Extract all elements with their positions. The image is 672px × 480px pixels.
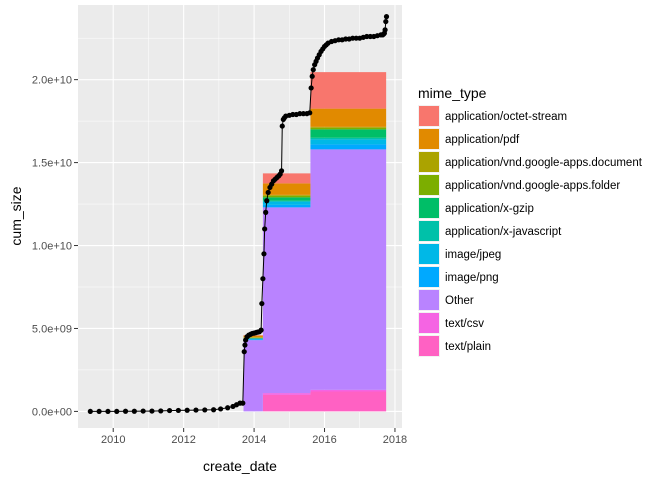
cumulative-point — [382, 27, 388, 33]
legend-swatch — [419, 175, 439, 195]
cumulative-point — [263, 209, 269, 215]
legend-label: application/x-gzip — [445, 203, 534, 215]
legend-swatch — [419, 106, 439, 126]
cumulative-point — [87, 408, 93, 415]
y-tick-label: 0.0e+00 — [32, 406, 72, 418]
legend-label: application/vnd.google-apps.document — [445, 157, 643, 169]
cumulative-point — [307, 110, 313, 116]
legend-label: application/octet-stream — [445, 111, 567, 123]
x-tick-label: 2016 — [312, 434, 336, 446]
y-tick-label: 2.0e+10 — [32, 75, 72, 87]
cumulative-point — [241, 349, 247, 355]
cumulative-points — [87, 14, 390, 415]
legend-swatch — [419, 129, 439, 149]
cumulative-point — [383, 18, 389, 25]
cumulative-point — [265, 189, 271, 196]
legend-swatch — [419, 198, 439, 218]
cumulative-point — [175, 407, 181, 414]
legend-label: Other — [445, 295, 474, 307]
cumulative-point — [308, 85, 314, 91]
area-other — [243, 149, 387, 412]
cumulative-point — [96, 408, 102, 415]
cumulative-point — [240, 400, 246, 406]
cumulative-point — [202, 407, 208, 413]
cumulative-point — [149, 408, 155, 414]
cumulative-point — [310, 67, 316, 73]
y-tick-label: 1.0e+10 — [32, 241, 72, 253]
legend: mime_type application/octet-stream applic… — [418, 85, 643, 357]
x-tick-label: 2014 — [242, 434, 266, 446]
cumulative-point — [210, 407, 217, 413]
cumulative-point — [225, 405, 231, 411]
legend-swatch — [419, 221, 439, 241]
cumulative-point — [259, 300, 265, 307]
legend-swatch — [419, 152, 439, 172]
legend-swatch — [419, 290, 439, 310]
legend-label: text/plain — [445, 341, 491, 353]
legend-label: text/csv — [445, 318, 484, 330]
legend-label: image/jpeg — [445, 249, 501, 261]
cumulative-point — [242, 342, 248, 348]
cumulative-point — [383, 14, 390, 20]
cumulative-point — [261, 251, 267, 257]
cumulative-point — [260, 276, 266, 282]
cumulative-point — [131, 408, 137, 414]
cumulative-point — [309, 73, 315, 79]
cumulative-point — [114, 408, 120, 415]
y-tick-label: 5.0e+09 — [32, 323, 72, 335]
x-tick-label: 2018 — [383, 434, 407, 446]
legend-swatch — [419, 336, 439, 356]
cumulative-point — [279, 123, 285, 129]
cumulative-point — [166, 407, 173, 414]
legend-label: application/vnd.google-apps.folder — [445, 180, 620, 192]
legend-label: application/pdf — [445, 134, 520, 146]
legend-swatch — [419, 244, 439, 264]
area-text-plain — [243, 391, 387, 412]
cumulative-point — [184, 407, 190, 413]
x-axis: 2010 2012 2014 2016 2018 — [101, 428, 407, 446]
cumulative-point — [140, 408, 146, 414]
cumulative-point — [122, 408, 129, 414]
y-axis-title: cum_size — [8, 186, 24, 245]
x-tick-label: 2010 — [101, 434, 125, 446]
y-axis: 0.0e+00 5.0e+09 1.0e+10 1.5e+10 2.0e+10 — [32, 75, 78, 418]
cumulative-point — [218, 406, 224, 412]
stacked-areas — [243, 72, 387, 412]
y-tick-label: 1.5e+10 — [32, 158, 72, 170]
area-application-octet-stream — [243, 72, 387, 336]
cumulative-point — [193, 407, 199, 413]
x-axis-title: create_date — [203, 458, 277, 474]
x-tick-label: 2012 — [171, 434, 195, 446]
cumulative-point — [258, 327, 264, 333]
legend-swatch — [419, 313, 439, 333]
cumulative-point — [105, 408, 111, 415]
cumulative-point — [264, 198, 270, 204]
cumulative-point — [278, 168, 285, 174]
legend-swatch — [419, 267, 439, 287]
cumulative-point — [262, 226, 268, 232]
legend-title: mime_type — [418, 85, 487, 101]
legend-label: application/x-javascript — [445, 226, 562, 238]
cumulative-point — [158, 408, 164, 414]
legend-label: image/png — [445, 272, 499, 284]
